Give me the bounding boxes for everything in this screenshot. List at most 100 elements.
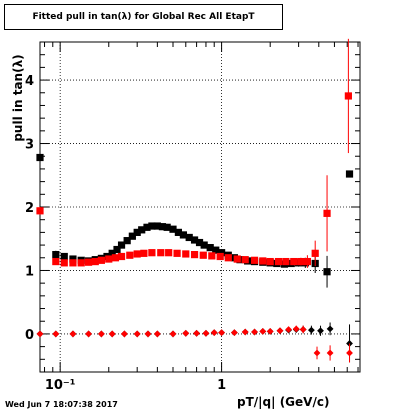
data-point-square <box>52 250 60 259</box>
data-point-square <box>108 249 116 257</box>
data-point-square <box>111 254 120 262</box>
data-point-diamond <box>97 330 105 338</box>
data-point-square <box>163 223 171 231</box>
y-tick-label: 0 <box>25 328 34 343</box>
data-point-square <box>153 222 161 230</box>
data-point-square <box>140 249 148 257</box>
x-axis-label: pT/|q| (GeV/c) <box>237 395 330 409</box>
title-box: Fitted pull in tan(λ) for Global Rec All… <box>4 4 283 30</box>
data-point-square <box>233 255 241 263</box>
data-point-square <box>303 257 311 266</box>
data-point-square <box>52 257 60 266</box>
data-point-diamond <box>52 330 60 338</box>
data-point-square <box>138 226 146 234</box>
data-point-square <box>158 223 167 231</box>
data-point-square <box>311 249 319 257</box>
data-point-square <box>323 209 331 217</box>
y-tick-label: 2 <box>25 201 34 216</box>
data-point-square <box>169 225 177 233</box>
data-point-square <box>345 170 354 178</box>
data-point-diamond <box>202 329 210 337</box>
data-point-diamond <box>276 327 284 335</box>
data-point-square <box>208 252 216 260</box>
grid-lines <box>40 42 360 372</box>
data-point-diamond <box>326 325 334 333</box>
y-tick-label: 4 <box>25 74 34 89</box>
data-point-square <box>199 251 207 259</box>
data-point-square <box>216 252 224 261</box>
data-point-square <box>250 256 259 264</box>
data-point-diamond <box>299 326 307 333</box>
chart-title: Fitted pull in tan(λ) for Global Rec All… <box>32 12 255 22</box>
data-point-square <box>323 268 331 276</box>
data-point-square <box>148 249 156 257</box>
data-point-square <box>60 252 68 261</box>
data-point-diamond <box>133 330 141 338</box>
data-point-square <box>241 256 249 264</box>
data-point-square <box>143 223 151 231</box>
data-point-square <box>69 259 77 267</box>
data-point-square <box>157 249 165 257</box>
data-point-diamond <box>182 329 190 337</box>
data-point-diamond <box>210 329 218 337</box>
data-point-square <box>195 238 204 247</box>
data-point-diamond <box>346 349 353 357</box>
data-point-square <box>117 241 126 249</box>
data-point-diamond <box>85 330 92 338</box>
data-point-diamond <box>251 328 258 336</box>
data-point-square <box>36 207 44 215</box>
data-point-square <box>105 255 113 263</box>
data-point-square <box>179 231 188 239</box>
data-point-diamond <box>193 329 200 337</box>
data-point-diamond <box>230 329 238 337</box>
data-point-diamond <box>326 349 334 357</box>
data-point-square <box>133 228 141 236</box>
data-point-square <box>148 222 156 230</box>
data-point-diamond <box>259 327 267 335</box>
data-point-square <box>282 257 290 266</box>
data-point-diamond <box>108 330 116 338</box>
data-point-square <box>174 228 183 236</box>
y-tick-label: 1 <box>25 264 34 279</box>
data-point-diamond <box>36 330 44 338</box>
data-point-square <box>77 259 85 267</box>
data-point-diamond <box>121 330 128 338</box>
data-point-square <box>60 259 68 267</box>
data-point-diamond <box>313 349 321 357</box>
data-point-diamond <box>144 330 152 338</box>
data-point-diamond <box>285 326 292 333</box>
data-point-diamond <box>292 325 300 333</box>
data-point-square <box>217 249 226 257</box>
data-point-square <box>259 257 267 265</box>
data-point-square <box>290 257 298 266</box>
x-tick-label: 10⁻¹ <box>45 378 76 393</box>
y-tick-label: 3 <box>25 138 34 153</box>
data-point-diamond <box>153 330 161 338</box>
data-point-square <box>91 257 99 266</box>
y-axis-label: pull in tan(λ) <box>11 54 25 142</box>
data-point-square <box>190 236 199 244</box>
data-point-square <box>212 246 220 254</box>
data-point-diamond <box>241 328 249 336</box>
data-point-square <box>274 257 283 266</box>
data-point-square <box>266 257 274 266</box>
data-point-square <box>97 256 105 264</box>
data-point-diamond <box>169 330 177 338</box>
data-point-diamond <box>266 327 274 335</box>
data-point-square <box>128 232 136 240</box>
data-point-square <box>200 241 208 249</box>
data-point-square <box>113 245 121 254</box>
data-point-diamond <box>218 329 225 337</box>
data-point-diamond <box>69 330 77 338</box>
timestamp-footer: Wed Jun 7 18:07:38 2017 <box>5 400 118 409</box>
data-point-square <box>206 244 214 252</box>
data-point-square <box>173 249 181 257</box>
data-point-square <box>123 237 131 245</box>
data-point-square <box>126 251 134 259</box>
axis-ticks: 10⁻¹ 1 0 1 2 3 4 <box>25 42 360 393</box>
data-point-diamond <box>308 326 315 334</box>
data-point-square <box>344 92 352 100</box>
data-marks <box>36 38 354 363</box>
x-tick-label: 1 <box>217 378 226 393</box>
